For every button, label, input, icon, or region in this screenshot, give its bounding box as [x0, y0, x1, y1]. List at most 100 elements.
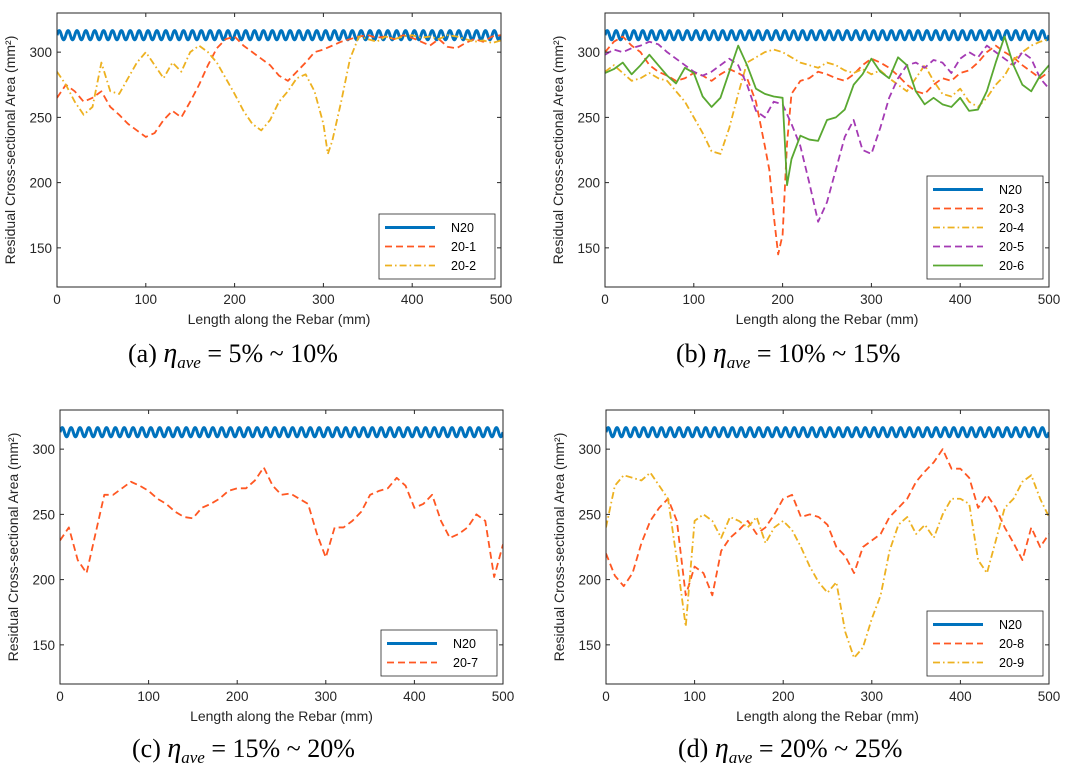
y-tick-label: 200: [577, 176, 600, 191]
x-tick-label: 400: [949, 689, 972, 704]
x-tick-label: 0: [602, 689, 610, 704]
panel-a: 0 100 200 300 400 500 150 200 250 300 Length along…: [2, 12, 513, 372]
x-tick-label: 300: [315, 689, 338, 704]
legend-label-20-2: 20-2: [451, 259, 476, 273]
x-tick-label: 100: [683, 689, 706, 704]
legend: N20 20-8 20-9: [926, 610, 1044, 677]
legend: N20 20-3 20-4 20-5 20-6: [926, 175, 1044, 280]
legend: N20 20-7: [380, 629, 498, 677]
caption-subscript: ave: [177, 353, 201, 372]
series-group: [57, 29, 501, 155]
panel-c: 0 100 200 300 400 500 150 200 250 300 Length along…: [5, 409, 515, 767]
x-tick-label: 500: [490, 292, 513, 307]
y-tick-label: 300: [32, 442, 55, 457]
y-tick-label: 150: [578, 638, 601, 653]
series-line-N20: [605, 29, 1049, 42]
panel-d: 0 100 200 300 400 500 150 200 250 300 Length along…: [551, 409, 1061, 767]
x-tick-label: 100: [683, 292, 706, 307]
legend-label-20-5: 20-5: [999, 240, 1024, 254]
panel-caption: (d) ηave = 20% ~ 25%: [678, 733, 902, 767]
series-line-N20: [60, 426, 503, 439]
caption-range: = 15% ~ 20%: [205, 734, 355, 763]
series-line-20-3: [605, 35, 1049, 256]
y-tick-label: 150: [29, 241, 52, 256]
legend-label-20-4: 20-4: [999, 221, 1024, 235]
y-axis-label: Residual Cross-sectional Area (mm²): [551, 433, 567, 662]
series-group: [605, 29, 1049, 256]
x-axis-label: Length along the Rebar (mm): [736, 708, 919, 724]
y-tick-label: 250: [578, 507, 601, 522]
y-axis-label: Residual Cross-sectional Area (mm²): [550, 36, 566, 265]
x-tick-label: 0: [53, 292, 61, 307]
series-group: [60, 426, 503, 578]
legend-label-20-8: 20-8: [999, 637, 1024, 651]
legend-label-20-6: 20-6: [999, 259, 1024, 273]
y-tick-label: 250: [577, 110, 600, 125]
x-tick-label: 100: [137, 689, 160, 704]
caption-prefix: (c): [132, 734, 167, 763]
panel-caption: (a) ηave = 5% ~ 10%: [128, 338, 338, 372]
x-tick-label: 300: [860, 292, 883, 307]
series-line-20-2: [57, 34, 501, 155]
y-axis-label: Residual Cross-sectional Area (mm²): [5, 433, 21, 662]
legend-label-20-7: 20-7: [453, 656, 478, 670]
caption-subscript: ave: [181, 748, 205, 767]
axes-box: [56, 12, 502, 288]
axes-box: [59, 409, 504, 685]
series-line-20-4: [605, 38, 1049, 155]
legend-box: [926, 175, 1044, 280]
x-tick-label: 200: [772, 689, 795, 704]
x-tick-label: 400: [403, 689, 426, 704]
legend-label-20-9: 20-9: [999, 656, 1024, 670]
axes-box: [604, 12, 1050, 288]
series-line-20-5: [605, 40, 1049, 223]
series-line-20-6: [605, 35, 1049, 187]
panel-caption: (b) ηave = 10% ~ 15%: [676, 338, 900, 372]
caption-symbol: η: [163, 338, 177, 369]
y-tick-label: 300: [578, 442, 601, 457]
legend: N20 20-1 20-2: [378, 213, 496, 280]
caption-prefix: (a): [128, 339, 163, 368]
y-tick-label: 200: [578, 573, 601, 588]
caption-prefix: (d): [678, 734, 715, 763]
legend-label-N20: N20: [451, 221, 474, 235]
y-tick-label: 250: [29, 110, 52, 125]
x-tick-label: 500: [492, 689, 515, 704]
caption-subscript: ave: [729, 748, 753, 767]
x-tick-label: 0: [601, 292, 609, 307]
y-tick-label: 200: [32, 573, 55, 588]
series-line-N20: [57, 29, 501, 42]
y-tick-label: 150: [577, 241, 600, 256]
x-tick-label: 300: [312, 292, 335, 307]
caption-range: = 10% ~ 15%: [750, 339, 900, 368]
series-line-N20: [606, 426, 1049, 439]
x-axis-label: Length along the Rebar (mm): [736, 311, 919, 327]
series-line-20-7: [60, 466, 503, 578]
y-tick-label: 300: [29, 45, 52, 60]
x-tick-label: 200: [771, 292, 794, 307]
legend-label-N20: N20: [999, 618, 1022, 632]
x-tick-label: 100: [135, 292, 158, 307]
caption-subscript: ave: [727, 353, 751, 372]
legend-label-N20: N20: [999, 183, 1022, 197]
x-tick-label: 0: [56, 689, 64, 704]
legend-label-N20: N20: [453, 637, 476, 651]
caption-symbol: η: [715, 733, 729, 764]
y-tick-label: 200: [29, 176, 52, 191]
y-tick-label: 150: [32, 638, 55, 653]
x-tick-label: 200: [223, 292, 246, 307]
series-group: [606, 426, 1049, 659]
x-tick-label: 400: [401, 292, 424, 307]
panel-caption: (c) ηave = 15% ~ 20%: [132, 733, 355, 767]
y-axis-label: Residual Cross-sectional Area (mm²): [2, 36, 18, 265]
axes-box: [605, 409, 1050, 685]
x-tick-label: 500: [1038, 689, 1061, 704]
y-tick-label: 250: [32, 507, 55, 522]
legend-label-20-3: 20-3: [999, 202, 1024, 216]
caption-range: = 5% ~ 10%: [201, 339, 338, 368]
caption-range: = 20% ~ 25%: [752, 734, 902, 763]
caption-prefix: (b): [676, 339, 713, 368]
x-tick-label: 300: [861, 689, 884, 704]
x-axis-label: Length along the Rebar (mm): [188, 311, 371, 327]
